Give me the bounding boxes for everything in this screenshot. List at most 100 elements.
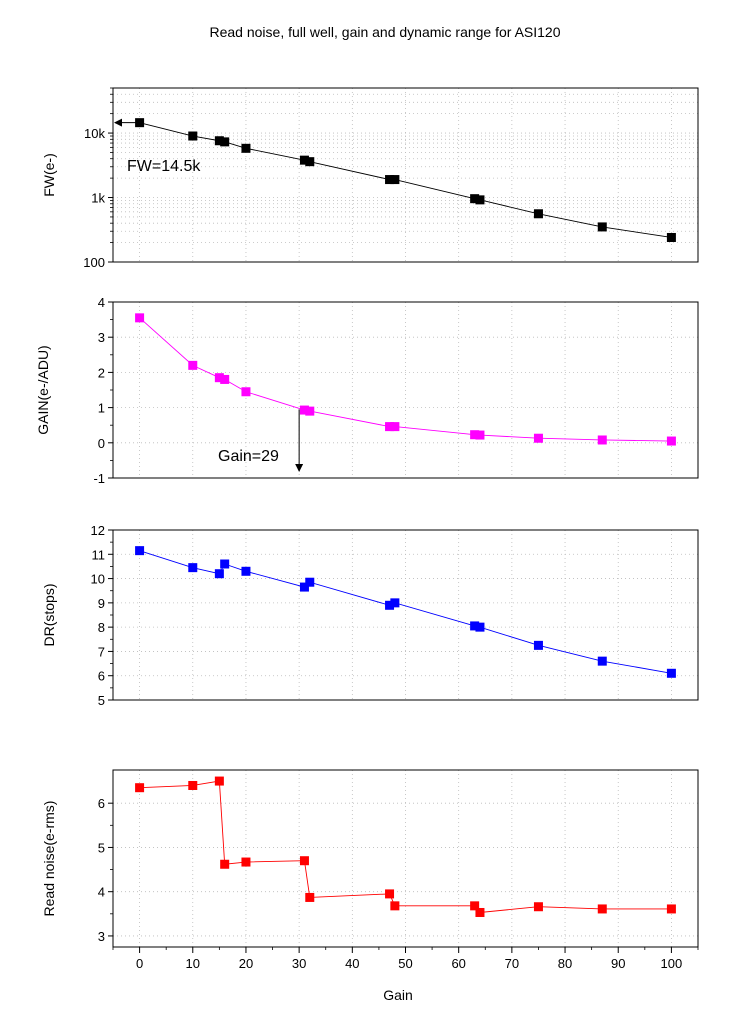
- y-tick-label: 2: [98, 365, 105, 380]
- x-tick-label: 40: [345, 956, 359, 971]
- data-point-rn: [188, 780, 198, 790]
- data-point-gain: [385, 422, 395, 432]
- chart-title: Read noise, full well, gain and dynamic …: [210, 24, 561, 40]
- y-tick-label: 10k: [84, 126, 105, 141]
- data-point-gain: [533, 433, 543, 443]
- y-tick-label: 7: [98, 644, 105, 659]
- x-tick-label: 90: [611, 956, 625, 971]
- data-point-gain: [214, 373, 224, 383]
- x-axis: 0 10 20 30 40 50 60 70 80 90 100: [112, 947, 699, 971]
- data-point-dr: [533, 640, 543, 650]
- data-point-rn: [385, 889, 395, 899]
- data-point-fw: [666, 232, 676, 242]
- data-point-fw: [214, 136, 224, 146]
- y-tick-label: 3: [98, 330, 105, 345]
- y-tick-label: 4: [98, 295, 105, 310]
- y-axis-label-gain: GAIN(e-/ADU): [35, 345, 51, 434]
- panel-dr: 5 6 7 8 9 10 11 12 DR(stops): [41, 523, 699, 708]
- data-point-fw: [135, 118, 145, 128]
- data-point-fw: [241, 143, 251, 153]
- y-axis-dr: 5 6 7 8 9 10 11 12: [91, 523, 113, 708]
- y-tick-label: 6: [98, 669, 105, 684]
- y-tick-label: 3: [98, 929, 105, 944]
- data-point-gain: [305, 406, 315, 416]
- data-point-rn: [241, 857, 251, 867]
- data-point-gain: [597, 435, 607, 445]
- y-tick-label: 11: [92, 547, 106, 562]
- data-point-rn: [390, 901, 400, 911]
- data-point-gain: [475, 430, 485, 440]
- x-tick-label: 100: [661, 956, 683, 971]
- data-point-rn: [220, 859, 230, 869]
- data-point-fw: [533, 209, 543, 219]
- y-axis-fw: 100 1k 10k: [83, 87, 113, 270]
- y-tick-label: 6: [98, 796, 105, 811]
- data-point-fw: [188, 131, 198, 141]
- y-axis-label-fw: FW(e-): [41, 153, 57, 197]
- data-point-rn: [597, 904, 607, 914]
- data-point-rn: [533, 902, 543, 912]
- data-point-fw: [470, 194, 480, 204]
- data-point-gain: [390, 422, 400, 432]
- data-point-gain: [220, 374, 230, 384]
- y-tick-label: 8: [98, 620, 105, 635]
- x-tick-label: 30: [292, 956, 306, 971]
- data-point-dr: [214, 569, 224, 579]
- y-tick-label: 0: [98, 436, 105, 451]
- y-tick-label: 10: [91, 572, 105, 587]
- data-point-fw: [220, 137, 230, 147]
- data-point-gain: [188, 360, 198, 370]
- data-point-dr: [470, 621, 480, 631]
- x-tick-label: 80: [558, 956, 572, 971]
- data-point-rn: [214, 776, 224, 786]
- x-tick-label: 60: [451, 956, 465, 971]
- data-point-dr: [241, 566, 251, 576]
- data-point-dr: [188, 563, 198, 573]
- y-tick-label: -1: [93, 471, 105, 486]
- data-point-rn: [666, 904, 676, 914]
- data-point-fw: [385, 175, 395, 185]
- panel-rn: 3 4 5 6 Read noise(e-rms): [41, 769, 699, 948]
- panel-fw: 100 1k 10k FW(e-) FW=14.5k: [41, 87, 699, 270]
- data-point-fw: [299, 155, 309, 165]
- x-tick-label: 70: [505, 956, 519, 971]
- data-point-rn: [299, 856, 309, 866]
- y-axis-rn: 3 4 5 6: [98, 796, 113, 944]
- y-tick-label: 1: [98, 401, 105, 416]
- data-point-dr: [305, 577, 315, 587]
- data-point-rn: [135, 783, 145, 793]
- data-point-gain: [666, 436, 676, 446]
- data-point-dr: [135, 546, 145, 556]
- annotation-gain: Gain=29: [218, 448, 279, 465]
- grid-rn: [113, 770, 698, 947]
- data-point-gain: [299, 405, 309, 415]
- data-point-gain: [135, 313, 145, 323]
- data-point-dr: [220, 559, 230, 569]
- y-tick-label: 9: [98, 596, 105, 611]
- y-tick-label: 4: [98, 885, 105, 900]
- y-tick-label: 100: [83, 255, 105, 270]
- data-point-dr: [299, 582, 309, 592]
- y-axis-gain: -1 0 1 2 3 4: [93, 295, 113, 486]
- grid-gain: [113, 301, 698, 479]
- data-point-gain: [470, 430, 480, 440]
- panel-frame: [112, 87, 699, 263]
- data-point-dr: [475, 622, 485, 632]
- y-tick-label: 5: [98, 693, 105, 708]
- x-tick-label: 10: [186, 956, 200, 971]
- y-axis-label-rn: Read noise(e-rms): [41, 801, 57, 917]
- data-point-dr: [385, 600, 395, 610]
- y-tick-label: 1k: [91, 191, 105, 206]
- data-point-rn: [305, 892, 315, 902]
- data-point-dr: [597, 656, 607, 666]
- series-line-rn: [139, 780, 672, 913]
- data-point-gain: [241, 387, 251, 397]
- data-point-dr: [666, 668, 676, 678]
- y-tick-label: 12: [91, 523, 105, 538]
- data-point-dr: [390, 598, 400, 608]
- x-tick-label: 0: [136, 956, 143, 971]
- annotation-fw: FW=14.5k: [127, 158, 201, 175]
- data-point-rn: [470, 901, 480, 911]
